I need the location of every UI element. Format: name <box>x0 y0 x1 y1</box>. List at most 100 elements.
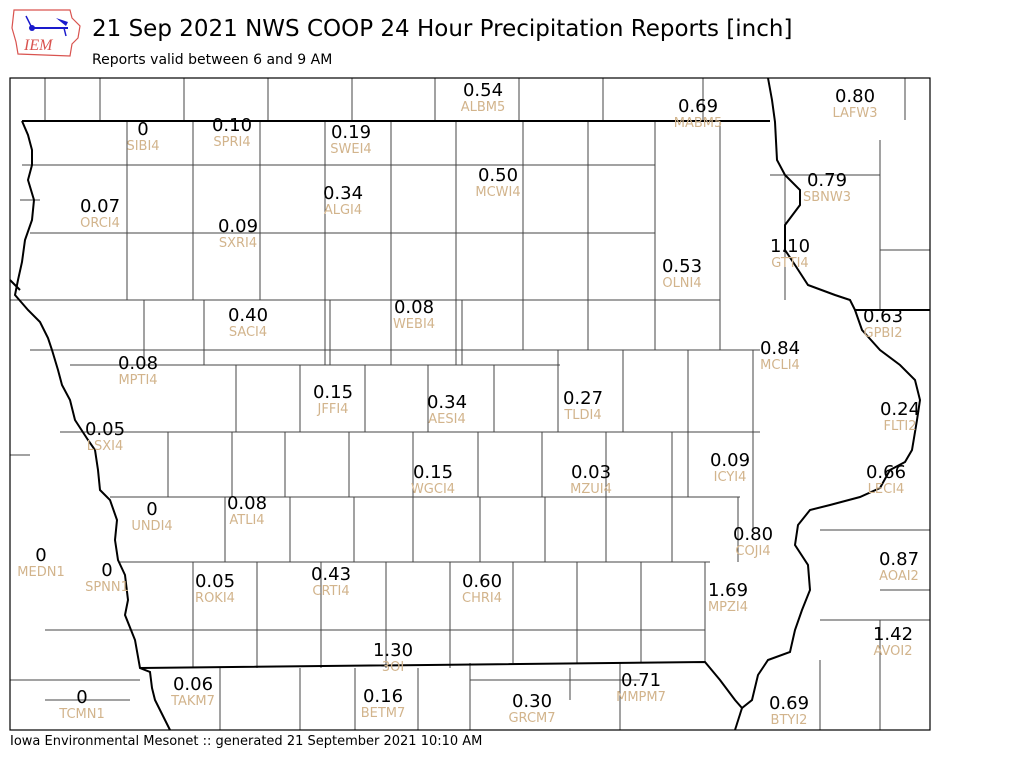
page-subtitle: Reports valid between 6 and 9 AM <box>92 52 333 68</box>
station-tcmn1: 0 TCMN1 <box>59 689 104 722</box>
state-borders <box>9 77 930 731</box>
station-id-label: MPZI4 <box>707 600 749 615</box>
station-id-label: AVOI2 <box>873 644 913 659</box>
page-title: 21 Sep 2021 NWS COOP 24 Hour Precipitati… <box>92 16 793 42</box>
station-spri4: 0.10 SPRI4 <box>211 115 253 150</box>
precip-value: 0.69 <box>677 96 719 117</box>
precip-value: 0.10 <box>211 115 253 136</box>
precip-value: 0.07 <box>79 196 121 217</box>
station-id-label: SPNN1 <box>85 580 129 595</box>
station-lsxi4: 0.05 LSXI4 <box>84 419 126 454</box>
precip-value: 0.30 <box>511 691 553 712</box>
station-flti2: 0.24 FLTI2 <box>879 399 921 434</box>
precip-value: 0 <box>101 560 113 581</box>
station-albm5: 0.54 ALBM5 <box>460 82 506 115</box>
station-id-label: MPTI4 <box>118 373 158 388</box>
station-chri4: 0.60 CHRI4 <box>461 571 503 606</box>
station-id-label: LECI4 <box>867 482 905 497</box>
precip-value: 0.06 <box>172 674 214 695</box>
station-id-label: ROKI4 <box>195 591 235 606</box>
precip-value: 1.42 <box>872 624 914 645</box>
precip-value: 1.30 <box>372 640 414 661</box>
station-id-label: ORCI4 <box>80 216 120 231</box>
station-id-label: BETM7 <box>360 706 406 721</box>
station-btyi2: 0.69 BTYI2 <box>768 693 810 728</box>
precip-value: 0.63 <box>862 306 904 327</box>
station-id-label: ALBM5 <box>460 100 506 115</box>
precip-value: 0 <box>137 119 149 140</box>
station-jffi4: 0.15 JFFI4 <box>312 382 354 417</box>
precip-value: 0.50 <box>477 165 519 186</box>
station-id-label: SWEI4 <box>330 142 372 157</box>
precip-value: 0.40 <box>227 305 269 326</box>
station-grcm7: 0.30 GRCM7 <box>508 691 556 726</box>
station-atli4: 0.08 ATLI4 <box>226 493 268 528</box>
station-leci4: 0.66 LECI4 <box>865 462 907 497</box>
station-sibi4: 0 SIBI4 <box>126 119 160 154</box>
precip-value: 0.66 <box>865 462 907 483</box>
station-avoi2: 1.42 AVOI2 <box>872 624 914 659</box>
station-id-label: TLDI4 <box>564 408 602 423</box>
precip-value: 1.10 <box>769 236 811 257</box>
precip-value: 0.27 <box>562 388 604 409</box>
precip-value: 0.69 <box>768 693 810 714</box>
precip-value: 0.15 <box>412 462 454 483</box>
precip-value: 0.53 <box>661 256 703 277</box>
station-icyi4: 0.09 ICYI4 <box>710 452 750 485</box>
precip-value: 1.69 <box>707 580 749 601</box>
station-id-label: MCWI4 <box>475 185 521 200</box>
station-undi4: 0 UNDI4 <box>131 499 173 534</box>
station-id-label: SACI4 <box>228 325 268 340</box>
precip-value: 0.34 <box>322 183 364 204</box>
station-sxri4: 0.09 SXRI4 <box>218 218 258 251</box>
precip-value: 0.24 <box>879 399 921 420</box>
station-id-label: MMPM7 <box>616 690 666 705</box>
footer-credit: Iowa Environmental Mesonet :: generated … <box>10 734 483 749</box>
station-mpti4: 0.08 MPTI4 <box>118 355 158 388</box>
station-orci4: 0.07 ORCI4 <box>79 196 121 231</box>
station-betm7: 0.16 BETM7 <box>360 688 406 721</box>
precip-value: 0.84 <box>759 338 801 359</box>
station-mcwi4: 0.50 MCWI4 <box>475 165 521 200</box>
precip-value: 0.05 <box>84 419 126 440</box>
station-mcli4: 0.84 MCLI4 <box>759 338 801 373</box>
station-id-label: OLNI4 <box>662 276 702 291</box>
station-id-label: FLTI2 <box>883 419 917 434</box>
station-id-label: GPBI2 <box>863 326 903 341</box>
precip-value: 0.60 <box>461 571 503 592</box>
precip-value: 0.08 <box>226 493 268 514</box>
station-id-label: UNDI4 <box>131 519 173 534</box>
station-id-label: TAKM7 <box>171 694 215 709</box>
precip-value: 0.87 <box>878 549 920 570</box>
station-id-label: MZUI4 <box>570 482 612 497</box>
county-lines <box>10 78 930 730</box>
station-tldi4: 0.27 TLDI4 <box>562 388 604 423</box>
station-webi4: 0.08 WEBI4 <box>393 297 435 332</box>
station-mmpm7: 0.71 MMPM7 <box>616 670 666 705</box>
precip-value: 0.05 <box>194 571 236 592</box>
precip-value: 0.71 <box>620 670 662 691</box>
precip-value: 0.15 <box>312 382 354 403</box>
station-id-label: MEDN1 <box>17 565 65 580</box>
station-roki4: 0.05 ROKI4 <box>194 571 236 606</box>
precip-value: 0.19 <box>330 122 372 143</box>
precip-value: 0 <box>146 499 158 520</box>
station-id-label: SPRI4 <box>213 135 251 150</box>
station-id-label: JFFI4 <box>317 402 349 417</box>
station-id-label: SIBI4 <box>126 139 160 154</box>
station-id-label: LAFW3 <box>832 106 878 121</box>
station-id-label: CRTI4 <box>312 584 350 599</box>
station-id-label: GRCM7 <box>508 711 556 726</box>
station-id-label: 3OI <box>381 660 405 675</box>
precip-value: 0.03 <box>570 462 612 483</box>
station-mabm5: 0.69 MABM5 <box>674 96 723 131</box>
station-saci4: 0.40 SACI4 <box>227 305 269 340</box>
station-id-label: AOAI2 <box>879 569 919 584</box>
station-id-label: WGCI4 <box>410 482 456 497</box>
precip-value: 0.08 <box>393 297 435 318</box>
map-frame <box>9 77 931 731</box>
station-coji4: 0.80 COJI4 <box>733 526 773 559</box>
station-lafw3: 0.80 LAFW3 <box>832 88 878 121</box>
station-aesi4: 0.34 AESI4 <box>427 394 467 427</box>
